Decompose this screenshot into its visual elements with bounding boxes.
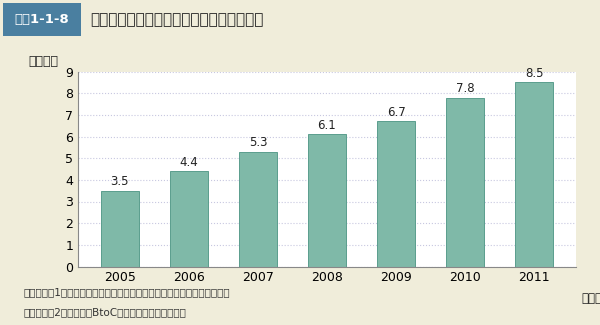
- Bar: [101, 191, 139, 266]
- Text: 3.5: 3.5: [110, 175, 129, 188]
- Bar: [239, 152, 277, 266]
- FancyBboxPatch shape: [3, 3, 81, 36]
- Bar: [308, 134, 346, 266]
- Text: （備考）　1．経済産業省『電子商取引に関する市場調査』により作成。: （備考） 1．経済産業省『電子商取引に関する市場調査』により作成。: [24, 288, 230, 297]
- Text: 電子商取引の市場規模は６年で２倍以上に: 電子商取引の市場規模は６年で２倍以上に: [90, 12, 263, 27]
- Text: 5.3: 5.3: [248, 136, 267, 149]
- Text: 7.8: 7.8: [456, 82, 475, 95]
- Text: 2．我が国のBtoC電子商取引の市場規模。: 2．我が国のBtoC電子商取引の市場規模。: [24, 307, 187, 317]
- Text: 6.7: 6.7: [387, 106, 406, 119]
- Bar: [515, 82, 553, 266]
- Bar: [446, 98, 484, 266]
- Text: 4.4: 4.4: [179, 156, 198, 169]
- Text: 図表1-1-8: 図表1-1-8: [14, 13, 70, 26]
- Text: （兆円）: （兆円）: [28, 55, 58, 68]
- Text: （年）: （年）: [581, 292, 600, 305]
- Bar: [170, 171, 208, 266]
- Text: 8.5: 8.5: [525, 67, 544, 80]
- Text: 6.1: 6.1: [317, 119, 337, 132]
- Bar: [377, 121, 415, 266]
